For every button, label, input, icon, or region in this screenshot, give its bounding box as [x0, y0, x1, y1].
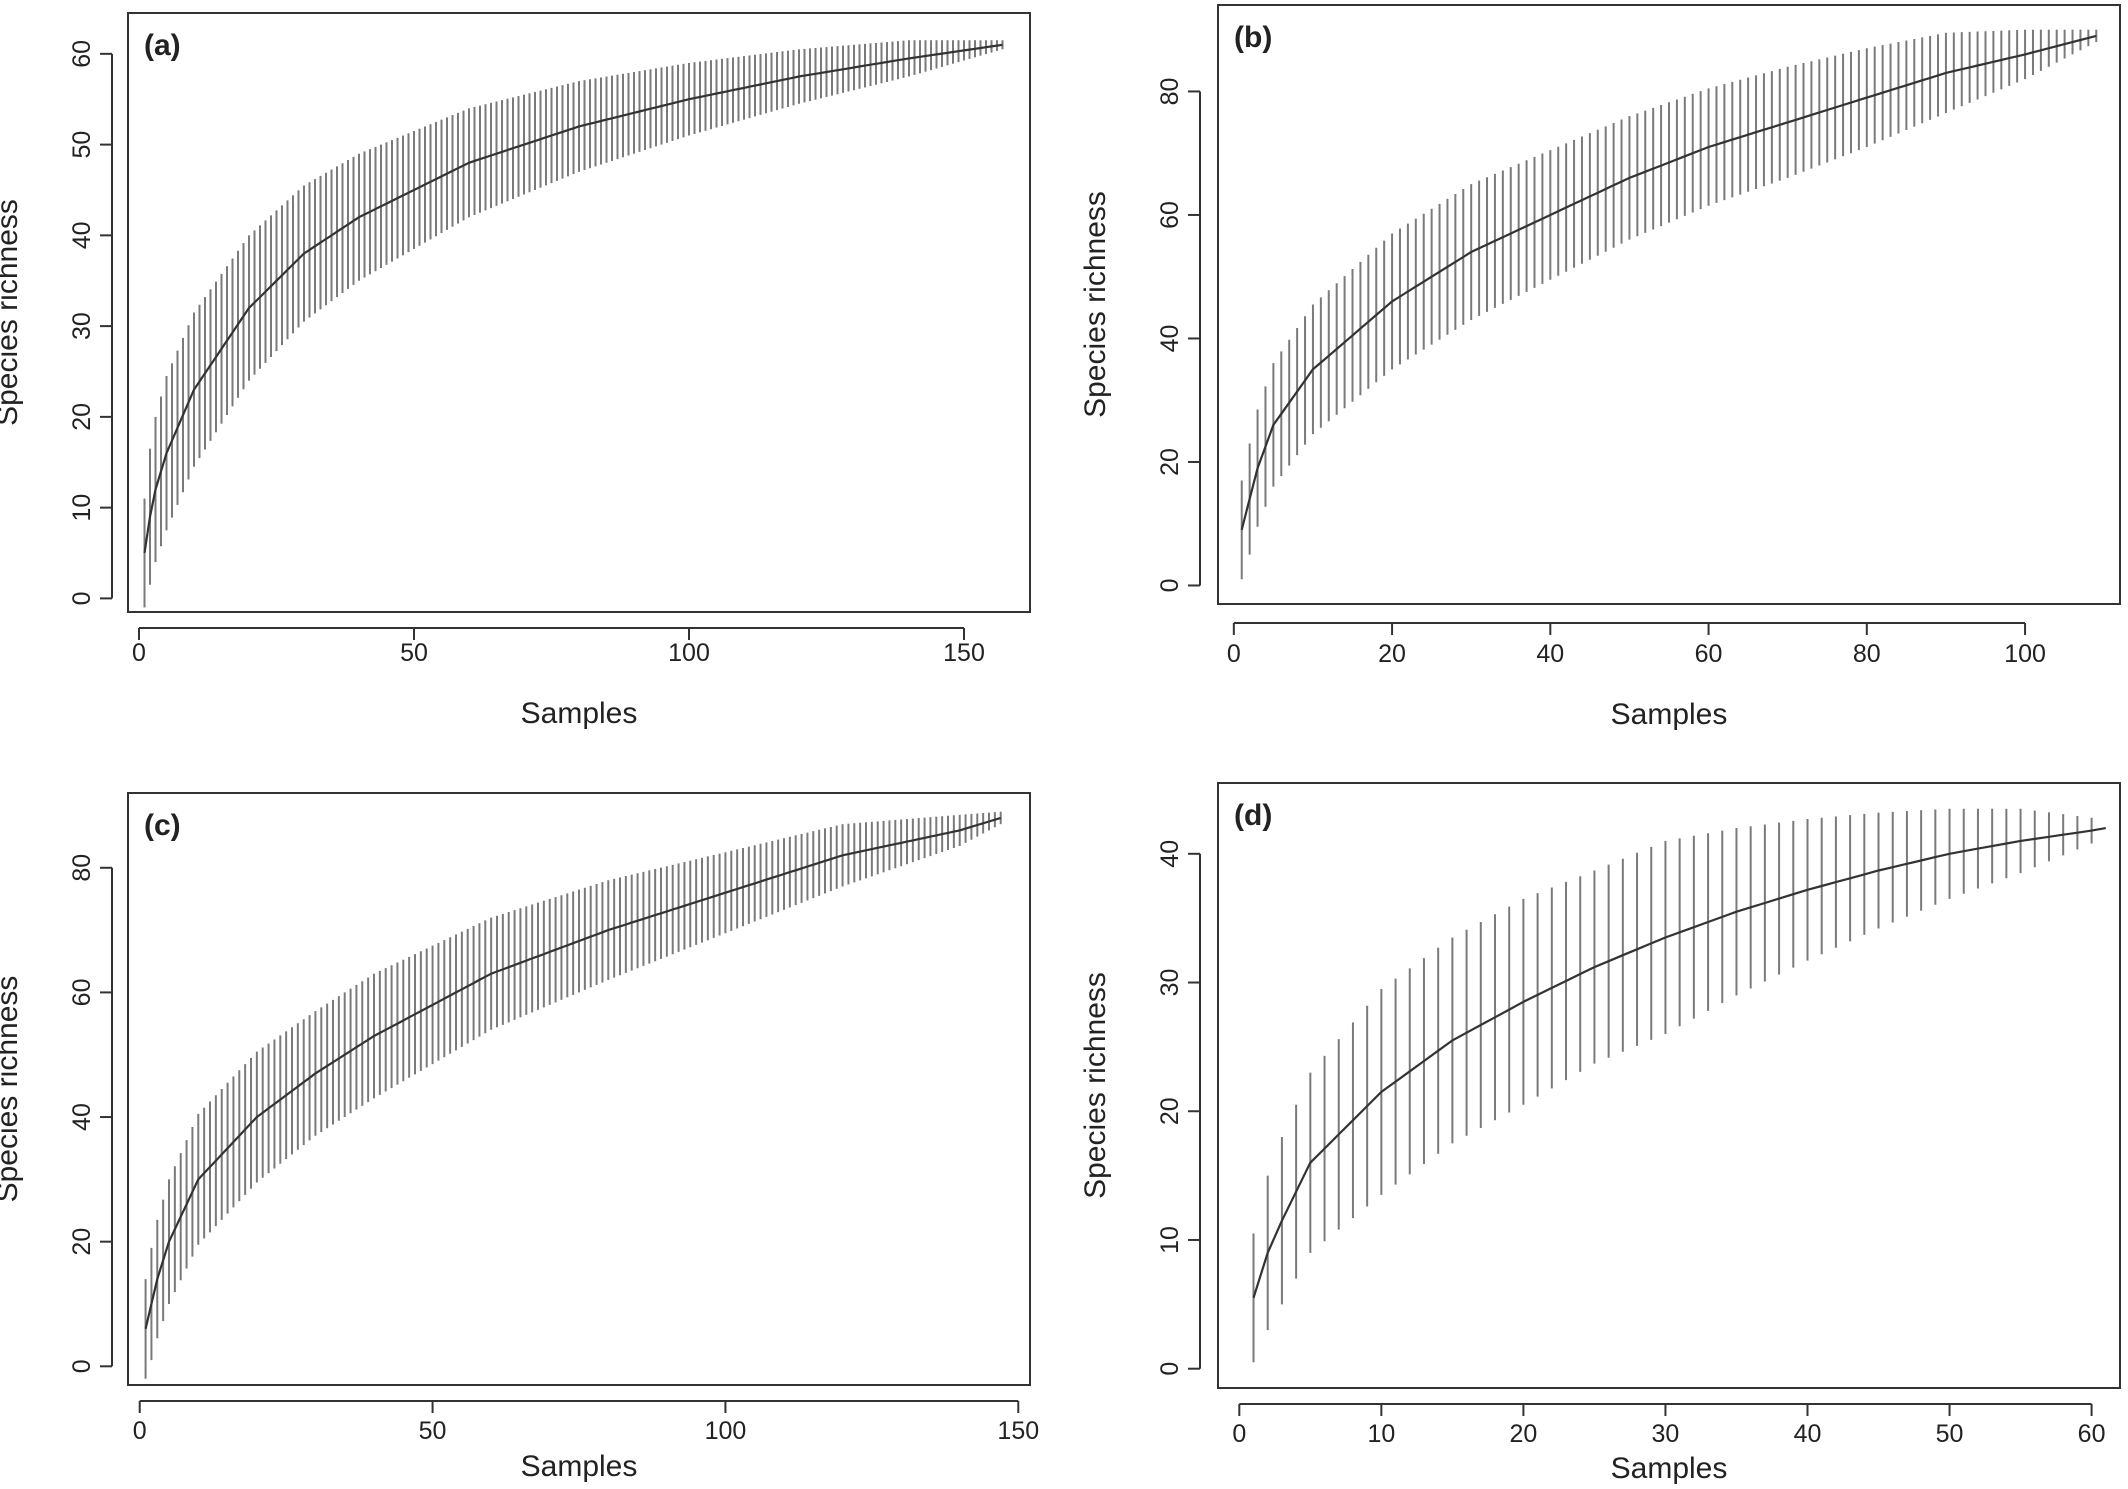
y-tick-label: 80 — [1156, 78, 1184, 106]
x-tick-label: 30 — [1652, 1420, 1680, 1448]
x-tick-label: 40 — [1536, 640, 1564, 668]
plot-frame — [127, 12, 1031, 613]
panel-c: 0 50 100 150 Samples 0 20 40 60 80 Species richnes… — [0, 792, 1039, 1483]
y-tick-label: 20 — [68, 403, 96, 431]
x-tick-label: 10 — [1367, 1420, 1395, 1448]
y-tick-label: 0 — [68, 591, 96, 605]
y-tick-label: 80 — [68, 854, 96, 882]
y-tick-label: 0 — [68, 1359, 96, 1373]
mean-curve — [1252, 827, 2106, 1299]
y-tick-label: 20 — [68, 1228, 96, 1256]
x-tick-label: 20 — [1378, 640, 1406, 668]
x-tick-label: 50 — [400, 639, 428, 667]
y-tick-label: 10 — [68, 494, 96, 522]
x-axis-title: Samples — [1611, 698, 1728, 731]
mean-curve — [143, 43, 1003, 554]
panel-a: 0 50 100 150 Samples 0 10 20 30 40 50 60 Species ric… — [0, 12, 1031, 730]
y-tick-label: 30 — [68, 312, 96, 340]
panel-d: 0 10 20 30 40 50 60 Samples 0 10 20 30 40 Species ric… — [1079, 782, 2121, 1485]
y-tick-label: 60 — [68, 979, 96, 1007]
y-tick-label: 0 — [1156, 1362, 1184, 1376]
panel-label: (a) — [144, 29, 181, 62]
x-tick-label: 0 — [133, 1417, 147, 1445]
y-tick-label: 60 — [1156, 201, 1184, 229]
x-tick-label: 0 — [1232, 1420, 1246, 1448]
y-tick-label: 40 — [1156, 840, 1184, 868]
x-axis-title: Samples — [521, 1450, 638, 1483]
error-bars — [143, 40, 1004, 608]
error-bars — [1240, 29, 2098, 580]
y-axis-title: Species richness — [1079, 191, 1112, 418]
x-tick-label: 80 — [1853, 640, 1881, 668]
y-axis-title: Species richness — [0, 976, 24, 1203]
x-axis-title: Samples — [1611, 1452, 1728, 1485]
x-tick-label: 150 — [997, 1417, 1039, 1445]
y-tick-label: 30 — [1156, 969, 1184, 997]
plot-frame — [1217, 4, 2121, 605]
panel-label: (d) — [1234, 799, 1272, 832]
x-tick-label: 100 — [2004, 640, 2046, 668]
x-tick-label: 20 — [1509, 1420, 1537, 1448]
x-axis-title: Samples — [521, 697, 638, 730]
x-tick-label: 50 — [1936, 1420, 1964, 1448]
plot-frame — [1217, 782, 2121, 1389]
mean-curve — [1240, 34, 2097, 531]
x-tick-label: 100 — [705, 1417, 747, 1445]
y-tick-label: 40 — [1156, 325, 1184, 353]
x-tick-label: 0 — [1227, 640, 1241, 668]
y-tick-label: 20 — [1156, 448, 1184, 476]
x-tick-label: 100 — [668, 639, 710, 667]
x-tick-label: 150 — [943, 639, 985, 667]
y-tick-label: 10 — [1156, 1226, 1184, 1254]
x-tick-label: 0 — [132, 639, 146, 667]
y-axis-title: Species richness — [1079, 972, 1112, 1199]
x-tick-label: 60 — [1695, 640, 1723, 668]
y-axis-title: Species richness — [0, 199, 24, 426]
mean-curve — [144, 816, 1002, 1330]
panel-b: 0 20 40 60 80 100 Samples 0 20 40 60 80 Species rich… — [1079, 4, 2121, 731]
y-tick-label: 0 — [1156, 579, 1184, 593]
x-tick-label: 40 — [1794, 1420, 1822, 1448]
panel-label: (c) — [144, 809, 181, 842]
y-tick-label: 20 — [1156, 1097, 1184, 1125]
panel-label: (b) — [1234, 21, 1272, 54]
y-tick-label: 40 — [68, 221, 96, 249]
y-tick-label: 50 — [68, 131, 96, 159]
error-bars — [1252, 808, 2093, 1363]
y-tick-label: 40 — [68, 1103, 96, 1131]
x-tick-label: 50 — [419, 1417, 447, 1445]
error-bars — [144, 811, 1002, 1379]
y-tick-label: 60 — [68, 40, 96, 68]
plot-frame — [127, 792, 1031, 1386]
x-tick-label: 60 — [2078, 1420, 2106, 1448]
